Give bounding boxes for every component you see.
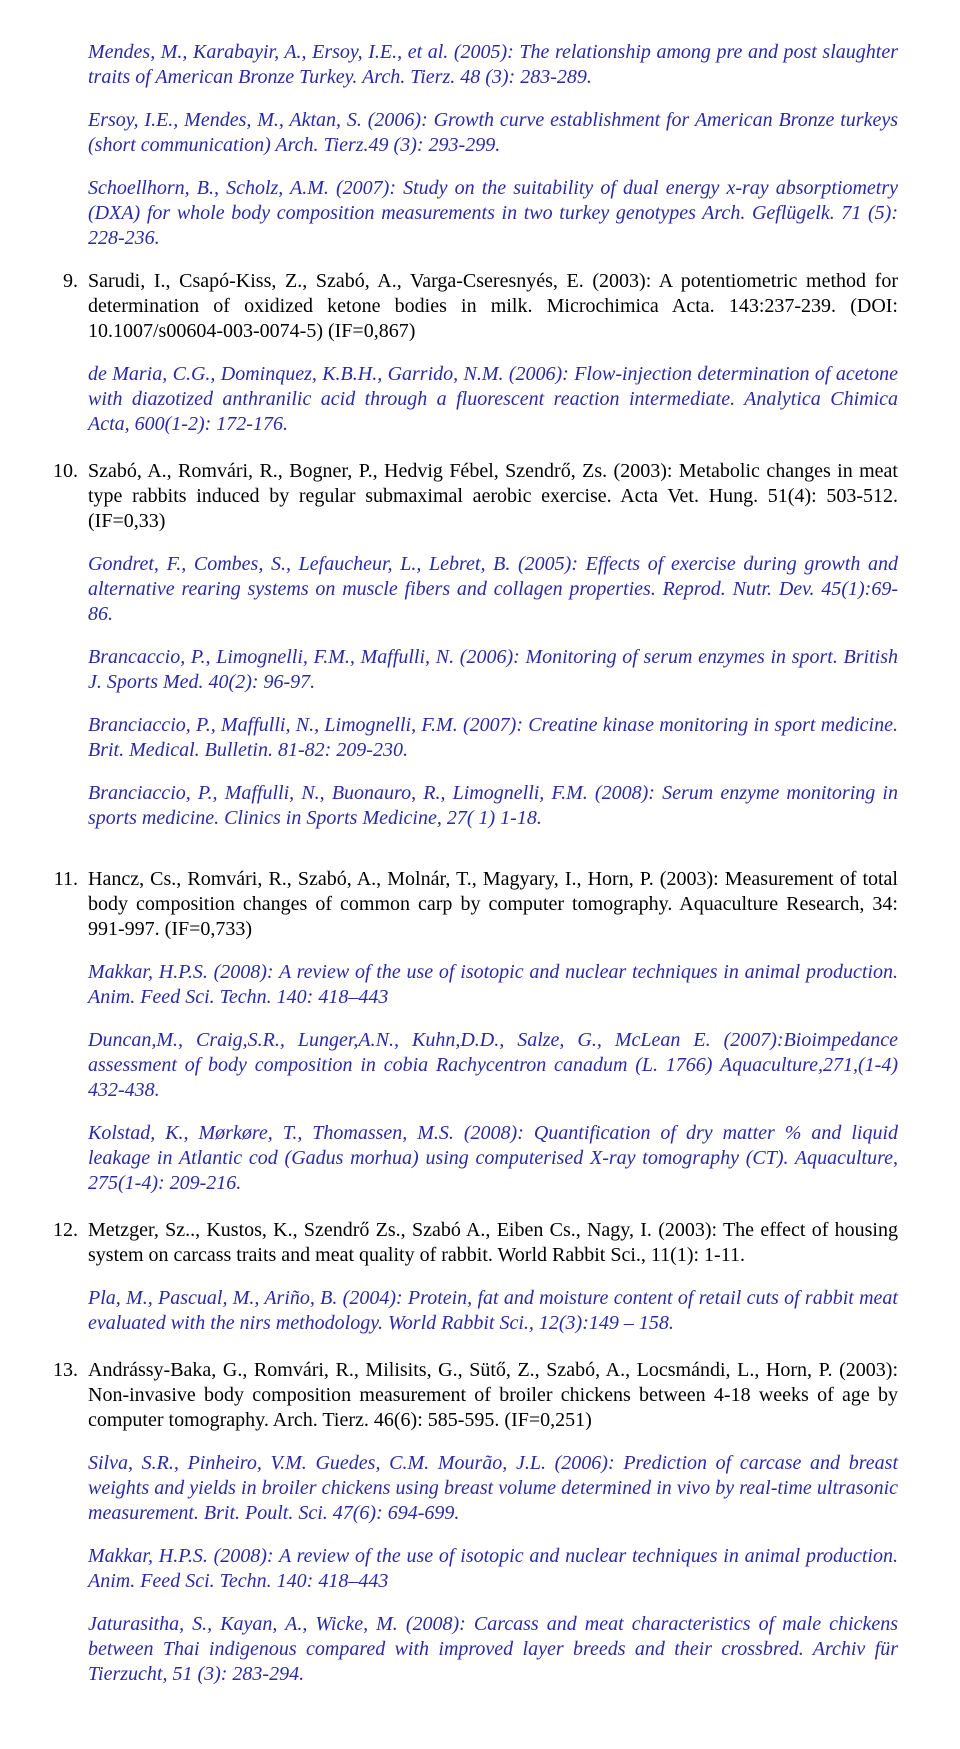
top-citation-2: Schoellhorn, B., Scholz, A.M. (2007): St… (88, 176, 898, 251)
entry-10-number: 10. (46, 459, 88, 484)
entry-11-citation-1: Duncan,M., Craig,S.R., Lunger,A.N., Kuhn… (88, 1028, 898, 1103)
entry-11: 11. Hancz, Cs., Romvári, R., Szabó, A., … (88, 867, 898, 942)
entry-9-citation-0: de Maria, C.G., Dominquez, K.B.H., Garri… (88, 362, 898, 437)
entry-13-citation-0: Silva, S.R., Pinheiro, V.M. Guedes, C.M.… (88, 1451, 898, 1526)
entry-10-body: Szabó, A., Romvári, R., Bogner, P., Hedv… (88, 459, 898, 534)
entry-13-group: 13. Andrássy-Baka, G., Romvári, R., Mili… (88, 1358, 898, 1687)
entry-13-citation-1: Makkar, H.P.S. (2008): A review of the u… (88, 1544, 898, 1594)
entry-11-group: 11. Hancz, Cs., Romvári, R., Szabó, A., … (88, 867, 898, 1196)
entry-12-number: 12. (46, 1218, 88, 1243)
entry-10-citation-3: Branciaccio, P., Maffulli, N., Buonauro,… (88, 781, 898, 831)
entry-13-citation-2: Jaturasitha, S., Kayan, A., Wicke, M. (2… (88, 1612, 898, 1687)
entry-11-number: 11. (46, 867, 88, 892)
top-citation-1: Ersoy, I.E., Mendes, M., Aktan, S. (2006… (88, 108, 898, 158)
entry-10: 10. Szabó, A., Romvári, R., Bogner, P., … (88, 459, 898, 534)
entry-9-number: 9. (46, 269, 88, 294)
entry-11-citation-2: Kolstad, K., Mørkøre, T., Thomassen, M.S… (88, 1121, 898, 1196)
entry-10-citation-2: Branciaccio, P., Maffulli, N., Limognell… (88, 713, 898, 763)
entry-12-body: Metzger, Sz.., Kustos, K., Szendrő Zs., … (88, 1218, 898, 1268)
entry-12-group: 12. Metzger, Sz.., Kustos, K., Szendrő Z… (88, 1218, 898, 1336)
entry-12: 12. Metzger, Sz.., Kustos, K., Szendrő Z… (88, 1218, 898, 1268)
entry-9: 9. Sarudi, I., Csapó-Kiss, Z., Szabó, A.… (88, 269, 898, 344)
entry-10-group: 10. Szabó, A., Romvári, R., Bogner, P., … (88, 459, 898, 831)
entry-11-citation-0: Makkar, H.P.S. (2008): A review of the u… (88, 960, 898, 1010)
entry-13-body: Andrássy-Baka, G., Romvári, R., Milisits… (88, 1358, 898, 1433)
entry-13: 13. Andrássy-Baka, G., Romvári, R., Mili… (88, 1358, 898, 1433)
entry-13-number: 13. (46, 1358, 88, 1383)
entry-10-citation-0: Gondret, F., Combes, S., Lefaucheur, L.,… (88, 552, 898, 627)
entry-10-citation-1: Brancaccio, P., Limognelli, F.M., Mafful… (88, 645, 898, 695)
entry-12-citation-0: Pla, M., Pascual, M., Ariño, B. (2004): … (88, 1286, 898, 1336)
top-citation-0: Mendes, M., Karabayir, A., Ersoy, I.E., … (88, 40, 898, 90)
entry-9-body: Sarudi, I., Csapó-Kiss, Z., Szabó, A., V… (88, 269, 898, 344)
entry-11-body: Hancz, Cs., Romvári, R., Szabó, A., Moln… (88, 867, 898, 942)
entry-9-group: 9. Sarudi, I., Csapó-Kiss, Z., Szabó, A.… (88, 269, 898, 437)
